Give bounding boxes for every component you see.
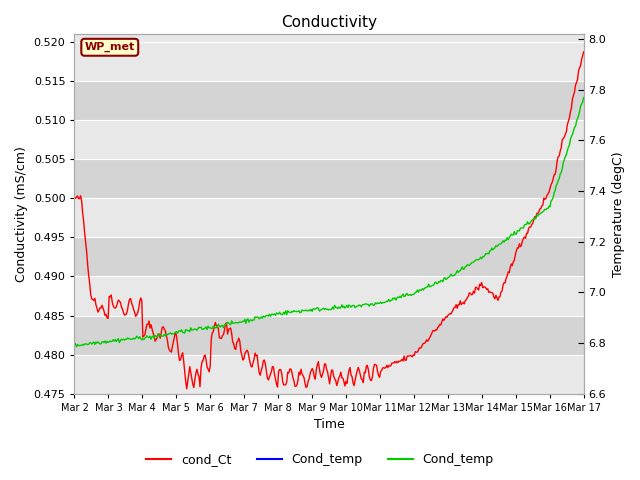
Bar [74, 315, 584, 355]
Y-axis label: Conductivity (mS/cm): Conductivity (mS/cm) [15, 146, 28, 282]
Y-axis label: Temperature (degC): Temperature (degC) [612, 151, 625, 276]
X-axis label: Time: Time [314, 419, 344, 432]
Bar [74, 159, 584, 198]
Legend: cond_Ct, Cond_temp, Cond_temp: cond_Ct, Cond_temp, Cond_temp [141, 448, 499, 471]
Bar [74, 198, 584, 237]
Bar [74, 355, 584, 394]
Bar [74, 276, 584, 315]
Bar [74, 237, 584, 276]
Bar [74, 42, 584, 81]
Bar [74, 81, 584, 120]
Title: Conductivity: Conductivity [281, 15, 377, 30]
Text: WP_met: WP_met [84, 42, 135, 52]
Bar [74, 120, 584, 159]
